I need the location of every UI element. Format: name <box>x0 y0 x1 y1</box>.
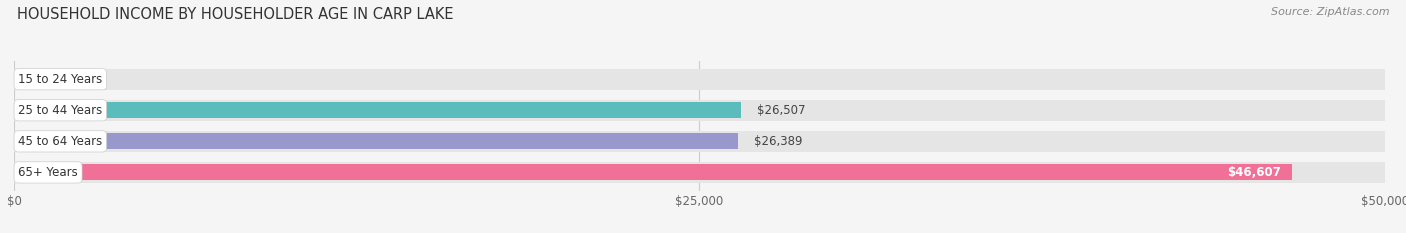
Bar <box>14 131 1385 152</box>
Bar <box>14 100 1385 121</box>
Text: HOUSEHOLD INCOME BY HOUSEHOLDER AGE IN CARP LAKE: HOUSEHOLD INCOME BY HOUSEHOLDER AGE IN C… <box>17 7 453 22</box>
Bar <box>14 133 738 149</box>
Text: $26,389: $26,389 <box>754 135 803 148</box>
Bar <box>14 102 741 118</box>
Text: $0: $0 <box>31 73 45 86</box>
Text: 45 to 64 Years: 45 to 64 Years <box>18 135 103 148</box>
Text: 15 to 24 Years: 15 to 24 Years <box>18 73 103 86</box>
Text: Source: ZipAtlas.com: Source: ZipAtlas.com <box>1271 7 1389 17</box>
Text: $46,607: $46,607 <box>1227 166 1281 179</box>
Bar <box>14 164 1292 181</box>
Bar <box>14 162 1385 183</box>
Text: $26,507: $26,507 <box>758 104 806 117</box>
Text: 25 to 44 Years: 25 to 44 Years <box>18 104 103 117</box>
Text: 65+ Years: 65+ Years <box>18 166 77 179</box>
Bar <box>14 69 1385 90</box>
